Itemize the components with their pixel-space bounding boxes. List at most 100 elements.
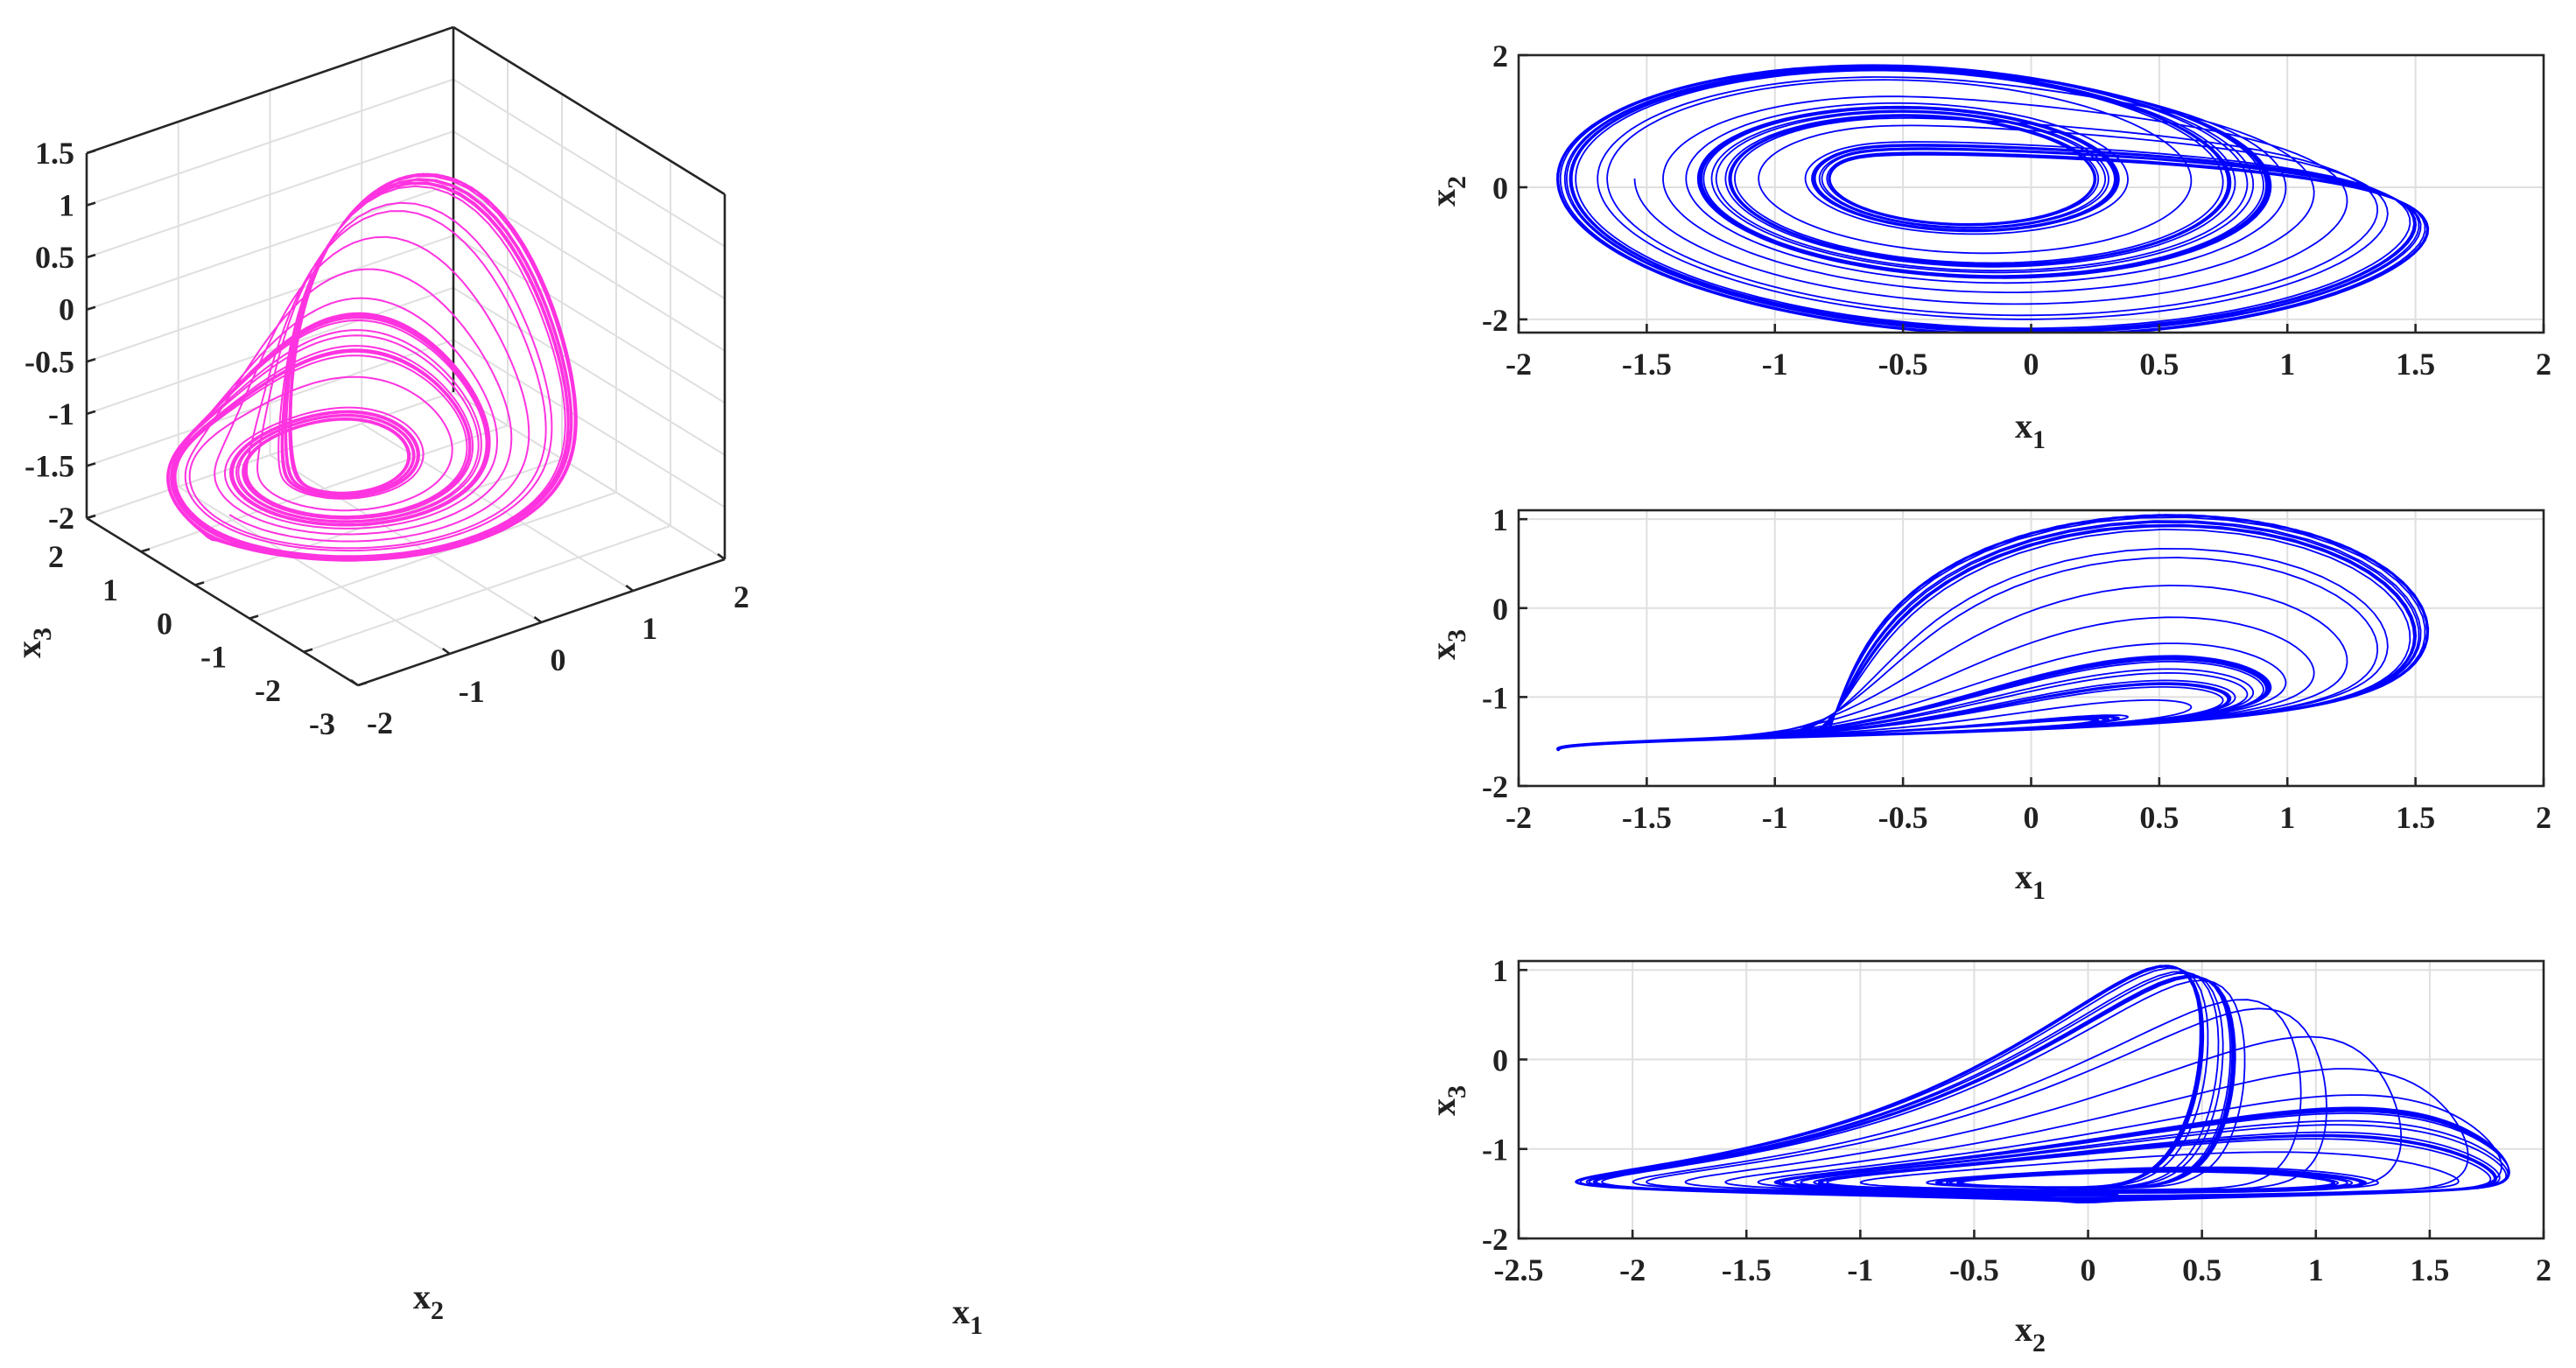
y-tick-label: -1 xyxy=(1482,1133,1508,1168)
x2-tick-mark xyxy=(249,614,259,620)
y-tick-label: -2 xyxy=(1482,303,1508,338)
plot-x2-x3-frame xyxy=(1517,959,2545,1240)
x1-tick-mark xyxy=(350,678,359,687)
plot3d-xlabel: x1 xyxy=(952,1292,983,1340)
x-tick-label: 0.5 xyxy=(2182,1252,2222,1287)
x-tick-label: -2 xyxy=(1619,1252,1646,1287)
grid-line xyxy=(453,78,726,248)
x2-tick-mark xyxy=(357,681,368,687)
plot3d-axis-labels: x1 x2 x3 xyxy=(9,628,983,1340)
x-tick-label: 1 xyxy=(2308,1252,2324,1287)
y-tick-label: -2 xyxy=(1482,1222,1508,1257)
x-tick-label: 0 xyxy=(2024,800,2039,835)
plot-x2-x3-trajectory xyxy=(1575,965,2510,1204)
trajectory-line xyxy=(1555,514,2430,752)
x2-tick-mark xyxy=(194,581,205,586)
x-tick-label: -1 xyxy=(1847,1252,1873,1287)
grid-line xyxy=(86,391,454,519)
y-tick-label: 0 xyxy=(1492,1042,1508,1077)
z-tick-label: 0.5 xyxy=(35,240,74,275)
z-tick-mark xyxy=(86,462,96,467)
x-tick-label: -0.5 xyxy=(1878,347,1928,382)
grid-line xyxy=(453,339,726,509)
x-tick-label: -0.5 xyxy=(1949,1252,1999,1287)
x-tick-label: -1.5 xyxy=(1622,347,1672,382)
x-tick-label: -1 xyxy=(1762,347,1788,382)
x2-tick-label: -2 xyxy=(255,673,281,708)
z-tick-label: -1.5 xyxy=(25,448,74,483)
trajectory-3d-line xyxy=(166,172,578,562)
y-tick-label: 2 xyxy=(1492,39,1508,74)
z-tick-mark xyxy=(86,410,96,416)
x2-tick-label: -3 xyxy=(309,706,335,741)
plot-x1-x2-trajectory xyxy=(1555,64,2430,333)
x-tick-label: -2 xyxy=(1506,347,1532,382)
x-tick-label: 2 xyxy=(2536,1252,2551,1287)
frame-edge xyxy=(86,516,359,687)
x-tick-label: 0 xyxy=(2081,1252,2096,1287)
x1-tick-mark xyxy=(441,647,451,656)
x-tick-label: 0.5 xyxy=(2139,347,2179,382)
x2-tick-label: 1 xyxy=(102,572,118,607)
x-tick-label: -1.5 xyxy=(1622,800,1672,835)
y-tick-label: 0 xyxy=(1492,592,1508,627)
plot3d-zlabel: x3 xyxy=(9,628,57,658)
x1-tick-label: -1 xyxy=(459,674,485,709)
plot-x2-x3-ylabel: x3 xyxy=(1423,1085,1471,1116)
x2-tick-mark xyxy=(140,547,151,553)
y-tick-label: 0 xyxy=(1492,171,1508,206)
x2-tick-label: -1 xyxy=(200,640,227,675)
x-tick-label: 2 xyxy=(2536,347,2551,382)
x2-tick-mark xyxy=(86,514,96,520)
z-tick-label: -2 xyxy=(48,501,74,536)
grid-line xyxy=(249,491,617,620)
z-tick-mark xyxy=(86,358,96,363)
trajectory-line xyxy=(1575,965,2510,1204)
z-tick-label: -1 xyxy=(48,396,74,431)
plot-x1-x3-grid xyxy=(1518,510,2544,787)
z-tick-mark xyxy=(86,149,96,155)
x2-tick-label: 2 xyxy=(48,539,64,574)
grid-line xyxy=(269,454,543,623)
z-tick-mark xyxy=(86,201,96,207)
x1-tick-mark xyxy=(533,615,543,624)
plot-x1-x3-panel: -2 -1.5 -1 -0.5 0 0.5 1 1.5 2 -2 -1 0 1 x1 x3 xyxy=(1423,502,2551,905)
grid-line xyxy=(453,235,726,404)
x-tick-label: -0.5 xyxy=(1878,800,1928,835)
x-tick-label: 1 xyxy=(2279,800,2295,835)
z-tick-label: -0.5 xyxy=(25,344,74,379)
plot-x2-x3-xlabel: x2 xyxy=(2015,1309,2046,1357)
x-tick-label: 0.5 xyxy=(2139,800,2179,835)
plot3d-ylabel: x2 xyxy=(413,1277,444,1325)
plot-x1-x3-ticks: -2 -1.5 -1 -0.5 0 0.5 1 1.5 2 -2 -1 0 1 xyxy=(1482,502,2551,835)
plot-x2-x3-ticks: -2.5 -2 -1.5 -1 -0.5 0 0.5 1 1.5 2-2-101 xyxy=(1482,953,2551,1287)
grid-line xyxy=(453,130,726,299)
plot-x1-x3-ylabel: x3 xyxy=(1423,629,1471,660)
y-tick-label: -2 xyxy=(1482,769,1508,804)
grid-line xyxy=(303,524,671,653)
frame-edge xyxy=(453,25,726,196)
x-tick-label: 1.5 xyxy=(2396,347,2435,382)
z-tick-mark xyxy=(86,305,96,311)
grid-line xyxy=(453,287,726,456)
x1-tick-label: -2 xyxy=(367,705,393,740)
x1-tick-label: 0 xyxy=(551,642,566,677)
grid-line xyxy=(453,391,726,560)
x-tick-label: 1.5 xyxy=(2410,1252,2449,1287)
x-tick-label: -1 xyxy=(1762,800,1788,835)
plot-x1-x2-ticks: -2 -1.5 -1 -0.5 0 0.5 1 1.5 2 -2 0 2 xyxy=(1482,39,2551,382)
x-tick-label: -1.5 xyxy=(1722,1252,1772,1287)
x-tick-label: 2 xyxy=(2536,800,2551,835)
plot-x1-x3-xlabel: x1 xyxy=(2015,857,2046,905)
y-tick-label: 1 xyxy=(1492,953,1508,988)
x1-tick-label: 2 xyxy=(733,579,749,614)
x1-tick-mark xyxy=(625,584,635,593)
trajectory-line xyxy=(1555,64,2430,333)
x-tick-label: 1.5 xyxy=(2396,800,2435,835)
x-tick-label: -2 xyxy=(1506,800,1532,835)
z-tick-label: 1.5 xyxy=(35,136,74,171)
x-tick-label: 0 xyxy=(2024,347,2039,382)
